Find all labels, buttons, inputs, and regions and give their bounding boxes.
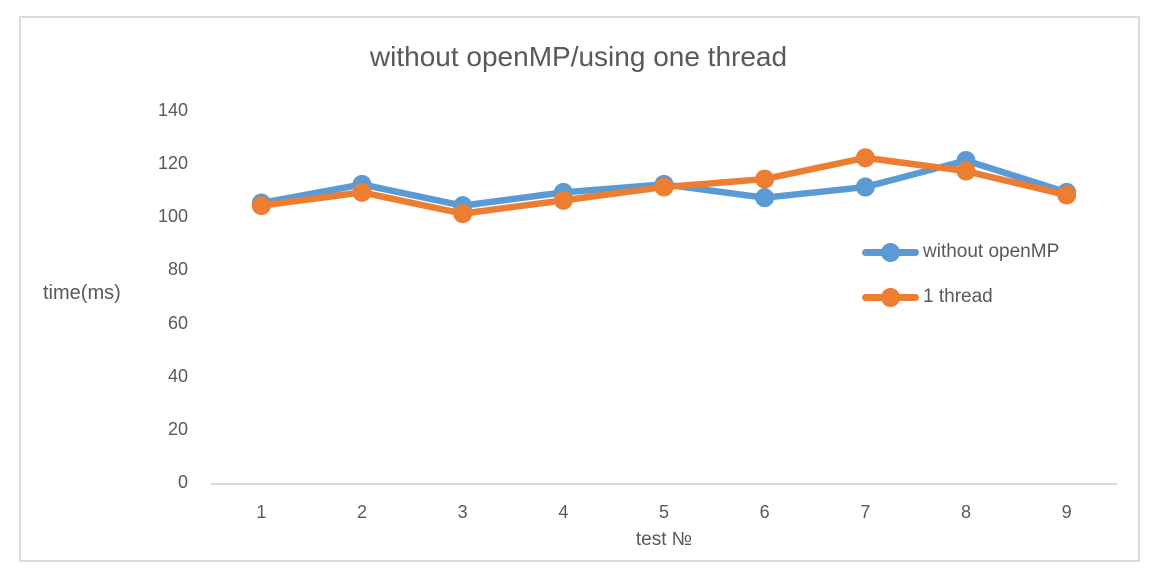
legend-marker-line-dot-icon <box>862 242 919 262</box>
y-axis-title: time(ms) <box>43 282 121 304</box>
data-point <box>755 188 775 208</box>
legend-label: without openMP <box>923 241 1060 262</box>
x-axis-title: test № <box>635 529 693 550</box>
x-tick-label: 5 <box>658 502 669 522</box>
x-tick-label: 9 <box>1061 502 1072 522</box>
data-point <box>453 204 473 224</box>
legend-item-1-thread: 1 thread <box>862 285 1059 309</box>
x-tick-label: 1 <box>256 502 267 522</box>
y-tick-label: 0 <box>177 472 188 492</box>
x-tick-label: 6 <box>759 502 770 522</box>
y-tick-label: 80 <box>167 259 188 280</box>
data-point <box>855 177 875 197</box>
data-point <box>956 161 976 181</box>
data-point <box>855 148 875 168</box>
legend-label: 1 thread <box>923 286 993 307</box>
data-point <box>553 190 573 210</box>
legend: without openMP 1 thread <box>862 240 1059 330</box>
y-tick-label: 140 <box>157 100 188 120</box>
chart-border <box>19 16 1140 562</box>
legend-marker-line-dot-icon <box>862 287 919 307</box>
legend-item-without-openmp: without openMP <box>862 240 1059 264</box>
data-point <box>654 177 674 197</box>
y-tick-label: 20 <box>167 418 188 439</box>
y-tick-label: 120 <box>157 153 188 174</box>
x-tick-label: 2 <box>356 502 367 522</box>
x-tick-label: 4 <box>558 502 569 522</box>
data-point <box>352 182 372 202</box>
x-tick-label: 3 <box>457 502 468 522</box>
chart-title: without openMP/using one thread <box>369 41 788 72</box>
data-point <box>1057 185 1077 205</box>
y-tick-label: 40 <box>167 365 188 386</box>
y-tick-label: 60 <box>167 312 188 333</box>
x-tick-label: 7 <box>860 502 871 522</box>
x-tick-label: 8 <box>960 502 971 522</box>
y-tick-label: 100 <box>157 206 188 227</box>
data-point <box>251 196 271 216</box>
data-point <box>755 169 775 189</box>
